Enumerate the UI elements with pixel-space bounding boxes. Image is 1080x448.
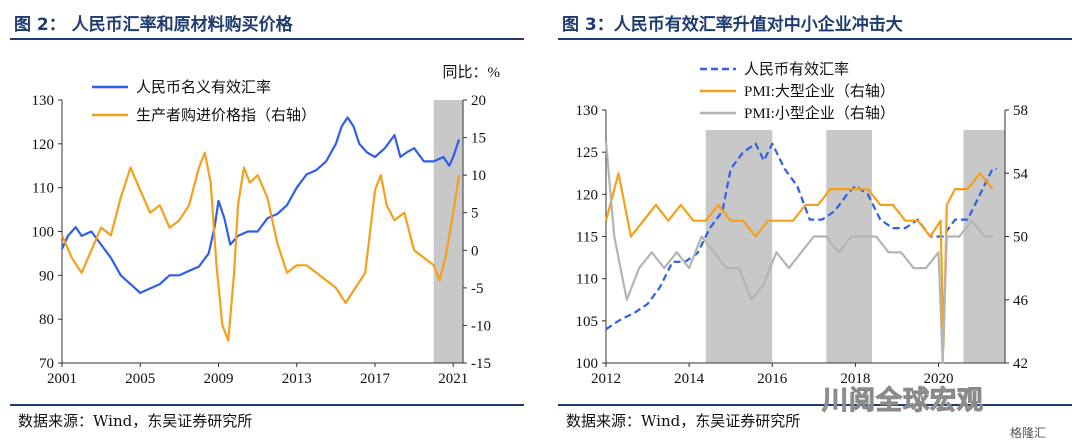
left-y-tick-label: 120 bbox=[32, 137, 55, 153]
x-tick-label: 2001 bbox=[47, 371, 77, 387]
watermark-text: 川阅全球宏观 bbox=[821, 386, 985, 417]
right-y-tick-label: -10 bbox=[471, 318, 491, 334]
legend-label: PMI:小型企业（右轴） bbox=[744, 104, 895, 122]
left-y-tick-label: 130 bbox=[32, 93, 55, 109]
corner-logo: 格隆汇 bbox=[1010, 426, 1047, 440]
left-source: 数据来源：Wind，东吴证券研究所 bbox=[18, 412, 253, 430]
left-chart: 70 80 90 100 110 120 130 -15 -10 -5 0 5 10 15 20 2001 20… bbox=[32, 64, 501, 387]
x-tick-label: 2021 bbox=[438, 371, 468, 387]
x-tick-label: 2014 bbox=[674, 371, 705, 387]
x-tick-label: 2013 bbox=[282, 371, 312, 387]
left-y-tick-label: 100 bbox=[32, 225, 55, 241]
left-y-tick-label: 125 bbox=[576, 145, 599, 161]
series-line-1 bbox=[605, 142, 997, 331]
x-tick-label: 2017 bbox=[360, 371, 391, 387]
right-y-tick-label: 5 bbox=[471, 206, 479, 222]
left-y-tick-label: 115 bbox=[576, 230, 598, 246]
left-bottom-rule bbox=[10, 404, 524, 406]
shaded-period bbox=[705, 130, 773, 363]
x-tick-label: 2005 bbox=[125, 371, 155, 387]
right-panel: 图 3：人民币有效汇率升值对中小企业冲击大 100 105 110 115 120 125… bbox=[548, 0, 1080, 448]
right-y-tick-label: 20 bbox=[471, 93, 486, 109]
x-tick-label: 2018 bbox=[840, 371, 870, 387]
right-y-tick-label: 0 bbox=[471, 243, 479, 259]
x-tick-label: 2012 bbox=[591, 371, 621, 387]
left-y-tick-label: 120 bbox=[576, 187, 599, 203]
series-line-2 bbox=[60, 151, 461, 342]
shaded-period bbox=[963, 130, 1005, 363]
left-y-tick-label: 90 bbox=[39, 268, 54, 284]
right-axis-unit-label: 同比：% bbox=[443, 64, 501, 81]
series-line-3 bbox=[604, 141, 993, 365]
right-source: 数据来源：Wind，东吴证券研究所 bbox=[566, 412, 801, 430]
x-tick-label: 2020 bbox=[924, 371, 954, 387]
right-y-tick-label: 42 bbox=[1013, 356, 1028, 372]
series-line-2 bbox=[604, 172, 994, 349]
legend-label: PMI:大型企业（右轴） bbox=[744, 82, 895, 100]
right-y-tick-label: 50 bbox=[1013, 230, 1028, 246]
right-y-tick-label: 15 bbox=[471, 131, 486, 147]
left-y-tick-label: 105 bbox=[576, 314, 599, 330]
left-y-tick-label: 100 bbox=[576, 356, 599, 372]
left-y-tick-label: 80 bbox=[39, 312, 54, 328]
left-y-tick-label: 110 bbox=[32, 181, 54, 197]
right-y-tick-label: 10 bbox=[471, 168, 486, 184]
right-bottom-rule bbox=[558, 404, 1072, 406]
left-y-tick-label: 130 bbox=[576, 103, 599, 119]
series-line-1 bbox=[60, 116, 461, 294]
right-figure-title: 图 3：人民币有效汇率升值对中小企业冲击大 bbox=[562, 15, 903, 35]
right-y-tick-label: 54 bbox=[1013, 166, 1029, 182]
x-tick-label: 2016 bbox=[757, 371, 788, 387]
legend-label: 人民币名义有效汇率 bbox=[136, 79, 271, 96]
right-y-tick-label: 46 bbox=[1013, 293, 1029, 309]
right-top-rule bbox=[558, 38, 1072, 40]
left-figure-title: 图 2： 人民币汇率和原材料购买价格 bbox=[14, 15, 293, 35]
right-chart: 100 105 110 115 120 125 130 42 46 50 54 58 2012 2014 2… bbox=[576, 61, 1029, 387]
right-y-tick-label: 58 bbox=[1013, 103, 1028, 119]
legend-label: 生产者购进价格指（右轴） bbox=[136, 107, 316, 124]
right-y-tick-label: -5 bbox=[471, 281, 484, 297]
left-y-tick-label: 70 bbox=[39, 356, 54, 372]
legend-label: 人民币有效汇率 bbox=[744, 61, 849, 78]
x-tick-label: 2009 bbox=[203, 371, 233, 387]
right-y-tick-label: -15 bbox=[471, 356, 491, 372]
left-y-tick-label: 110 bbox=[576, 272, 598, 288]
left-top-rule bbox=[10, 38, 524, 40]
left-panel: 图 2： 人民币汇率和原材料购买价格 70 80 90 100 110 120 130 -15… bbox=[0, 0, 532, 448]
